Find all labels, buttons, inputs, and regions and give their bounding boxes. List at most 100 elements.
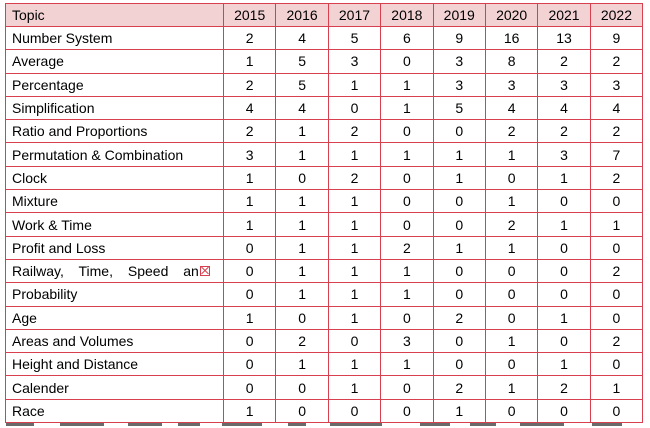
value-cell-2015: 1 bbox=[222, 165, 277, 191]
value-cell-2020: 0 bbox=[484, 352, 539, 377]
table-row: Probability 0 1 1 1 0 0 0 0 bbox=[5, 282, 644, 307]
header-year-2019: 2019 bbox=[432, 3, 486, 27]
value-cell-2021: 3 bbox=[537, 142, 591, 167]
value-cell-2017: 1 bbox=[327, 352, 382, 377]
topic-label: Areas and Volumes bbox=[12, 333, 134, 349]
topic-cell: Areas and Volumes bbox=[5, 328, 224, 354]
value-cell-2019: 0 bbox=[432, 212, 486, 237]
value-cell-2015: 0 bbox=[222, 375, 277, 400]
value-cell-2021: 2 bbox=[537, 119, 591, 144]
value-cell-2022: 3 bbox=[589, 72, 644, 97]
value-cell-2017: 0 bbox=[327, 95, 382, 121]
header-year-2018: 2018 bbox=[380, 3, 434, 27]
topic-label: Work & Time bbox=[12, 216, 92, 233]
table-row: Percentage 2 5 1 1 3 3 3 3 bbox=[5, 72, 644, 97]
value-cell-2021: 1 bbox=[537, 352, 591, 377]
value-cell-2015: 0 bbox=[222, 235, 277, 260]
value-cell-2015: 0 bbox=[222, 328, 277, 354]
value-cell-2020: 1 bbox=[484, 328, 539, 354]
value-cell-2019: 5 bbox=[432, 95, 486, 121]
topic-label: Percentage bbox=[12, 76, 84, 93]
value-cell-2020: 2 bbox=[484, 212, 539, 237]
table-row: Work & Time 1 1 1 0 0 2 1 1 bbox=[5, 212, 644, 237]
header-year-2017: 2017 bbox=[327, 3, 382, 27]
cropped-text-fragment bbox=[0, 423, 650, 428]
topic-cell: Calender bbox=[5, 375, 224, 400]
value-cell-2015: 2 bbox=[222, 72, 277, 97]
value-cell-2017: 1 bbox=[327, 142, 382, 167]
value-cell-2022: 0 bbox=[589, 305, 644, 330]
value-cell-2018: 1 bbox=[380, 142, 434, 167]
topic-cell: Race bbox=[5, 398, 224, 424]
value-cell-2016: 0 bbox=[275, 305, 329, 330]
value-cell-2015: 0 bbox=[222, 352, 277, 377]
topic-label: Permutation & Combination bbox=[12, 146, 184, 163]
value-cell-2019: 0 bbox=[432, 119, 486, 144]
value-cell-2016: 5 bbox=[275, 72, 329, 97]
value-cell-2020: 0 bbox=[484, 258, 539, 284]
value-cell-2021: 0 bbox=[537, 328, 591, 354]
value-cell-2015: 2 bbox=[222, 25, 277, 51]
value-cell-2016: 1 bbox=[275, 235, 329, 260]
topic-cell: Work & Time bbox=[5, 212, 224, 237]
value-cell-2019: 1 bbox=[432, 398, 486, 424]
value-cell-2021: 0 bbox=[537, 398, 591, 424]
header-topic: Topic bbox=[5, 3, 224, 27]
value-cell-2018: 6 bbox=[380, 25, 434, 51]
topic-cell: Simplification bbox=[5, 95, 224, 121]
table-row: Ratio and Proportions 2 1 2 0 0 2 2 2 bbox=[5, 119, 644, 144]
table-row: Height and Distance 0 1 1 1 0 0 1 0 bbox=[5, 352, 644, 377]
header-row: Topic 2015 2016 2017 2018 2019 2020 2021… bbox=[5, 3, 644, 27]
topic-label: Calender bbox=[12, 379, 69, 396]
value-cell-2022: 9 bbox=[589, 25, 644, 51]
value-cell-2016: 0 bbox=[275, 398, 329, 424]
value-cell-2017: 1 bbox=[327, 258, 382, 284]
value-cell-2017: 0 bbox=[327, 398, 382, 424]
value-cell-2017: 0 bbox=[327, 328, 382, 354]
value-cell-2022: 0 bbox=[589, 235, 644, 260]
value-cell-2020: 16 bbox=[484, 25, 539, 51]
value-cell-2017: 1 bbox=[327, 235, 382, 260]
value-cell-2022: 2 bbox=[589, 258, 644, 284]
topic-cell: Profit and Loss bbox=[5, 235, 224, 260]
value-cell-2022: 0 bbox=[589, 398, 644, 424]
value-cell-2015: 1 bbox=[222, 212, 277, 237]
header-year-2021: 2021 bbox=[537, 3, 591, 27]
value-cell-2019: 0 bbox=[432, 258, 486, 284]
value-cell-2017: 1 bbox=[327, 72, 382, 97]
value-cell-2018: 0 bbox=[380, 375, 434, 400]
value-cell-2020: 1 bbox=[484, 375, 539, 400]
value-cell-2016: 4 bbox=[275, 25, 329, 51]
topic-cell: Clock bbox=[5, 165, 224, 191]
value-cell-2017: 1 bbox=[327, 282, 382, 307]
value-cell-2018: 0 bbox=[380, 165, 434, 191]
broken-cell-icon bbox=[199, 266, 210, 277]
value-cell-2015: 1 bbox=[222, 305, 277, 330]
value-cell-2019: 1 bbox=[432, 142, 486, 167]
value-cell-2016: 1 bbox=[275, 189, 329, 214]
topic-cell: Probability bbox=[5, 282, 224, 307]
value-cell-2022: 1 bbox=[589, 212, 644, 237]
value-cell-2015: 1 bbox=[222, 398, 277, 424]
table-row: Railway, Time, Speed an 0 1 1 1 0 0 0 2 bbox=[5, 258, 644, 284]
value-cell-2017: 1 bbox=[327, 212, 382, 237]
value-cell-2022: 0 bbox=[589, 352, 644, 377]
topic-cell: Permutation & Combination bbox=[5, 142, 224, 167]
value-cell-2020: 1 bbox=[484, 235, 539, 260]
table-row: Simplification 4 4 0 1 5 4 4 4 bbox=[5, 95, 644, 121]
value-cell-2018: 1 bbox=[380, 95, 434, 121]
value-cell-2015: 2 bbox=[222, 119, 277, 144]
value-cell-2020: 0 bbox=[484, 398, 539, 424]
value-cell-2016: 1 bbox=[275, 352, 329, 377]
value-cell-2015: 1 bbox=[222, 189, 277, 214]
topic-cell: Age bbox=[5, 305, 224, 330]
value-cell-2018: 3 bbox=[380, 328, 434, 354]
topic-label: Height and Distance bbox=[12, 356, 139, 373]
table-row: Profit and Loss 0 1 1 2 1 1 0 0 bbox=[5, 235, 644, 260]
value-cell-2021: 0 bbox=[537, 258, 591, 284]
header-year-2015: 2015 bbox=[222, 3, 277, 27]
value-cell-2019: 0 bbox=[432, 189, 486, 214]
value-cell-2022: 2 bbox=[589, 328, 644, 354]
topic-cell: Average bbox=[5, 49, 224, 74]
table-row: Clock 1 0 2 0 1 0 1 2 bbox=[5, 165, 644, 191]
